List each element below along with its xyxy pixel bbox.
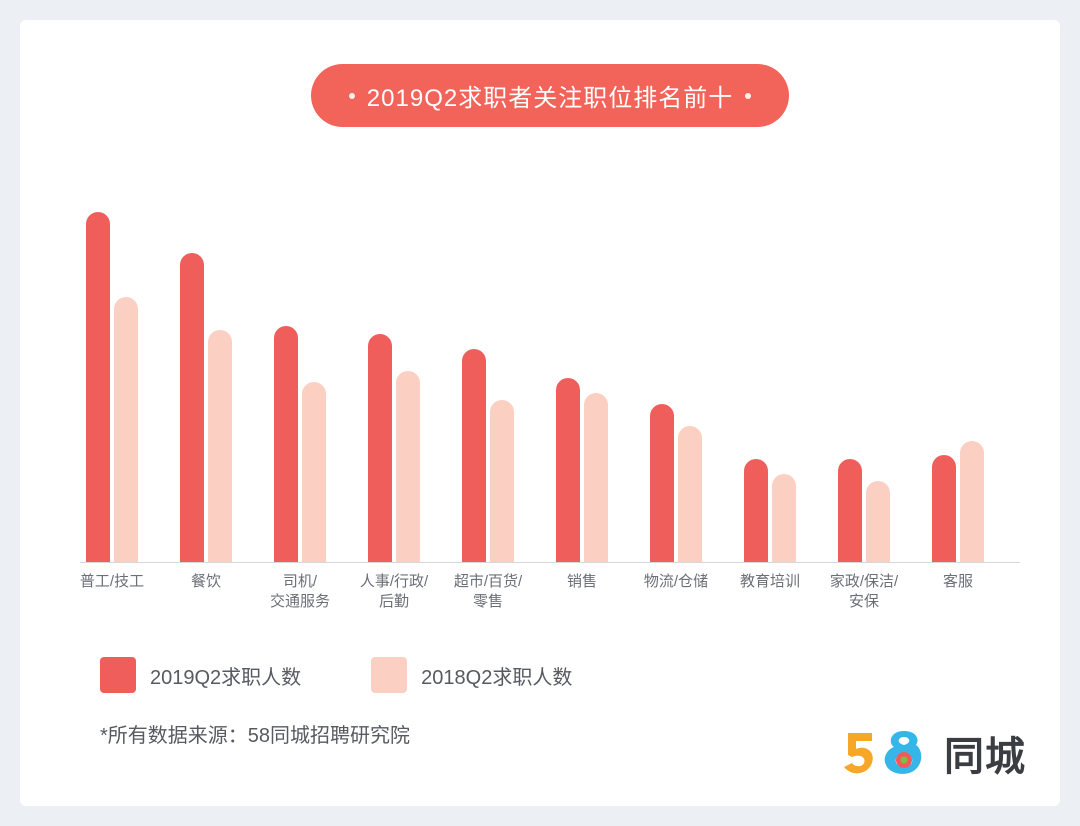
- bar: [584, 393, 608, 562]
- bar-group: 司机/ 交通服务: [274, 326, 326, 562]
- bar-group: 超市/百货/ 零售: [462, 349, 514, 562]
- bar: [302, 382, 326, 562]
- bar: [274, 326, 298, 562]
- legend-label-2018: 2018Q2求职人数: [421, 661, 572, 690]
- chart-title-pill: 2019Q2求职者关注职位排名前十: [311, 64, 789, 127]
- chart-card: 2019Q2求职者关注职位排名前十 普工/技工餐饮司机/ 交通服务人事/行政/ …: [20, 20, 1060, 806]
- bar: [650, 404, 674, 562]
- bar-group: 人事/行政/ 后勤: [368, 334, 420, 562]
- bar-group: 餐饮: [180, 253, 232, 562]
- bar-group: 物流/仓储: [650, 404, 702, 562]
- bar: [368, 334, 392, 562]
- bar: [838, 459, 862, 562]
- logo-text: 同城: [944, 724, 1026, 782]
- bar: [866, 481, 890, 562]
- bar-group: 普工/技工: [86, 212, 138, 562]
- bar: [180, 253, 204, 562]
- bar: [678, 426, 702, 562]
- bar: [396, 371, 420, 562]
- bar-group: 客服: [932, 441, 984, 562]
- legend-item-2018: 2018Q2求职人数: [371, 657, 572, 693]
- bar-group: 家政/保洁/ 安保: [838, 459, 890, 562]
- bar: [556, 378, 580, 562]
- bar: [960, 441, 984, 562]
- x-axis-label: 客服: [903, 572, 1013, 592]
- bar: [744, 459, 768, 562]
- title-dot-left: [349, 93, 355, 99]
- chart-title-text: 2019Q2求职者关注职位排名前十: [367, 78, 733, 113]
- bar-group: 销售: [556, 378, 608, 562]
- plot-area: 普工/技工餐饮司机/ 交通服务人事/行政/ 后勤超市/百货/ 零售销售物流/仓储…: [80, 195, 1020, 563]
- legend-item-2019: 2019Q2求职人数: [100, 657, 301, 693]
- bar: [208, 330, 232, 562]
- bar: [462, 349, 486, 562]
- legend-label-2019: 2019Q2求职人数: [150, 661, 301, 690]
- bar: [114, 297, 138, 562]
- legend: 2019Q2求职人数 2018Q2求职人数: [80, 657, 1020, 693]
- logo-58tongcheng: 同城: [842, 724, 1026, 782]
- bar: [932, 455, 956, 562]
- bar-chart: 普工/技工餐饮司机/ 交通服务人事/行政/ 后勤超市/百货/ 零售销售物流/仓储…: [80, 195, 1020, 615]
- bar: [86, 212, 110, 562]
- legend-swatch-2018: [371, 657, 407, 693]
- legend-swatch-2019: [100, 657, 136, 693]
- logo-58-icon: [842, 727, 938, 779]
- bar: [772, 474, 796, 562]
- bar: [490, 400, 514, 562]
- bar-group: 教育培训: [744, 459, 796, 562]
- title-dot-right: [745, 93, 751, 99]
